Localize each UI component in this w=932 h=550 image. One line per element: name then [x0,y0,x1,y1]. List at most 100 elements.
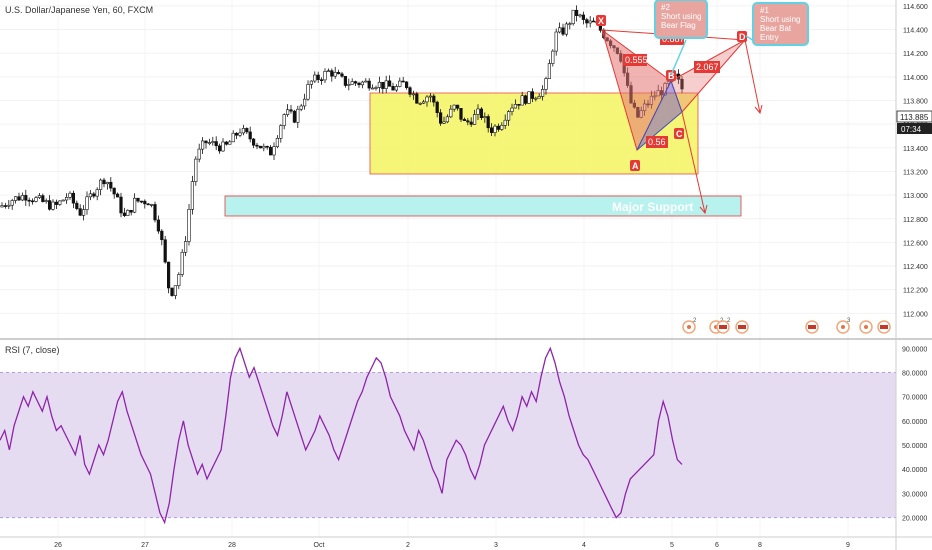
price-scale[interactable]: 114.600114.400114.200114.000113.800113.6… [903,4,928,318]
countdown-badge [897,123,932,134]
major-support-label: Major Support [612,200,693,214]
candle-body [20,195,25,201]
point-d-label: D [739,32,746,42]
ratio-abc-box [646,136,668,148]
price-tick-label: 114.200 [903,51,928,58]
candle-body [214,141,218,147]
time-tick-label: 5 [670,542,674,549]
candle-body [544,78,548,90]
candle-body [292,110,297,123]
candle-body [449,108,453,118]
candle-body [255,144,259,147]
point-a-marker [630,160,640,171]
callout-2[interactable]: #2 Short using Bear Flag [654,0,708,76]
time-tick-label: 6 [715,542,719,549]
candle-body [139,200,144,203]
candle-body [493,125,497,133]
candle-body [442,121,446,124]
candle-body [92,193,96,197]
candle-body [408,87,412,95]
candle-body [432,95,436,103]
candle-body [455,104,460,109]
event-icons[interactable]: 2 2 2 3 [682,318,891,334]
candle-body [568,23,572,26]
candle-body [27,199,31,202]
candle-body [190,181,195,210]
time-axis[interactable]: 26 27 28 Oct 2 3 4 5 6 8 9 [54,542,850,549]
candle-body [347,84,351,86]
candle-body [313,74,317,82]
candle-body [279,125,283,139]
candle-body [224,141,229,145]
candle-body [167,261,171,289]
candle-body [245,128,249,133]
major-support-zone[interactable] [224,195,742,217]
point-b-marker [666,70,676,81]
candle-body [421,101,426,104]
rsi-tick-label: 90.0000 [902,346,927,353]
callout-1-line-2: Short using [760,15,800,24]
rsi-tick-label: 70.0000 [902,395,927,402]
candle-body [523,95,528,104]
time-tick-label: 3 [494,542,498,549]
flag-icon-stripe [738,325,746,329]
candle-body [384,80,388,89]
rsi-scale[interactable]: 90.0000 80.0000 70.0000 60.0000 50.0000 40.00… [902,346,927,522]
price-tick-label: 114.000 [903,75,928,82]
time-tick-label: 9 [846,542,850,549]
candle-body [146,203,150,206]
rsi-tick-label: 60.0000 [902,419,927,426]
candle-body [309,80,314,85]
candle-body [71,192,75,204]
candle-body [503,119,507,126]
candle-body [41,195,45,202]
candle-body [374,87,378,89]
candle-body [296,108,300,123]
point-x-marker [596,15,606,26]
candle-body [44,200,48,202]
candle-body [0,205,4,208]
candle-body [486,116,490,129]
candle-body [122,212,126,216]
candle-body [95,189,99,197]
price-tick-label: 112.200 [903,288,928,295]
candle-body [415,93,419,104]
candle-body [248,131,252,140]
flag-icon-stripe [808,325,816,329]
last-price-badge [896,110,932,123]
candle-body [489,127,494,133]
event-icon [864,325,868,329]
candle-body [452,104,456,110]
candle-body [221,141,225,152]
rsi-tick-label: 80.0000 [902,370,927,377]
time-tick-label: 27 [141,542,149,549]
candle-body [14,196,18,201]
candle-body [581,14,585,20]
event-icon [687,325,691,329]
candle-body [201,140,205,150]
candle-body [99,179,103,190]
candle-body [177,274,181,287]
projection-arrow-d [744,39,761,114]
candle-body [428,95,433,98]
candle-body [17,196,21,201]
point-d-marker [737,31,747,42]
time-tick-label: 26 [54,542,62,549]
ratio-bcd-label: 2.067 [696,62,719,72]
candle-body [252,138,256,146]
candle-body [381,81,385,89]
candle-body [411,93,416,96]
candle-body [7,204,11,207]
callout-1[interactable]: #1 Short using Bear Bat Entry [745,2,809,46]
pattern-bd-line [670,39,746,82]
candle-body [527,91,531,104]
event-count: 2 [693,318,697,324]
candle-body [34,197,38,202]
candle-body [61,199,65,202]
callout-2-line-1: #2 [661,3,670,12]
candle-body [425,96,429,103]
symbol-title: U.S. Dollar/Japanese Yen, 60, FXCM [5,5,154,15]
candle-body [333,72,337,77]
candle-body [476,108,480,115]
